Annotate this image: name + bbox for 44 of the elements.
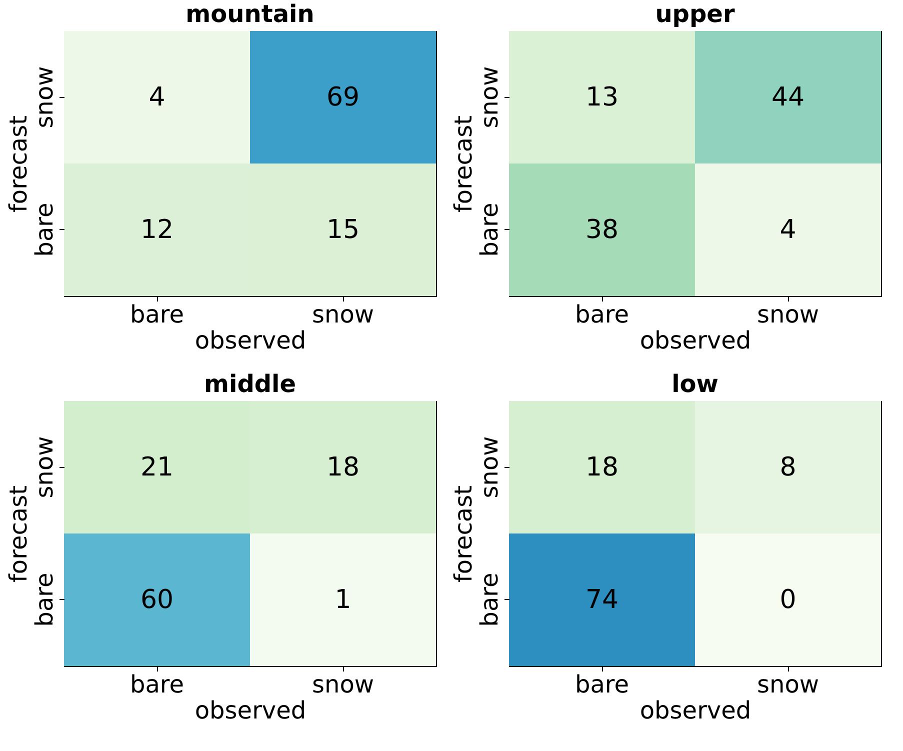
x-tick-label: bare: [574, 300, 630, 328]
y-tick-label: bare: [30, 572, 58, 627]
chart-title: low: [672, 370, 718, 398]
data-label: 18: [585, 452, 619, 482]
data-label: 1: [334, 584, 352, 615]
y-tick-label: snow: [476, 66, 504, 128]
x-tick-label: snow: [312, 670, 374, 698]
y-tick-label: bare: [30, 202, 58, 257]
y-axis-title: forecast: [4, 115, 32, 213]
y-tick-label: bare: [476, 202, 504, 257]
x-axis-title: observed: [194, 326, 306, 354]
y-tick-label: snow: [30, 436, 58, 498]
x-tick-label: bare: [130, 300, 184, 328]
data-label: 4: [780, 214, 796, 245]
y-tick-label: snow: [476, 436, 504, 498]
data-label: 12: [140, 214, 174, 245]
data-label: 8: [780, 452, 796, 482]
chart-title: middle: [204, 370, 296, 398]
y-tick-label: snow: [30, 66, 58, 128]
y-axis-title: forecast: [4, 485, 32, 583]
x-axis-title: observed: [640, 696, 752, 724]
x-tick-label: bare: [130, 670, 184, 698]
chart-title: upper: [655, 0, 735, 28]
data-label: 69: [326, 82, 360, 112]
data-label: 18: [326, 452, 360, 482]
data-label: 21: [140, 452, 174, 482]
y-axis-title: forecast: [450, 485, 478, 583]
y-tick-label: bare: [476, 572, 504, 627]
data-label: 13: [585, 82, 619, 112]
x-axis-title: observed: [194, 696, 306, 724]
data-label: 74: [585, 584, 619, 615]
x-tick-label: snow: [756, 670, 820, 698]
data-label: 15: [326, 214, 360, 245]
data-label: 38: [585, 214, 619, 245]
data-label: 4: [148, 82, 166, 112]
data-label: 0: [780, 584, 796, 615]
data-label: 60: [140, 584, 174, 615]
x-tick-label: bare: [574, 670, 630, 698]
chart-title: mountain: [186, 0, 314, 28]
data-label: 44: [771, 82, 805, 112]
x-tick-label: snow: [312, 300, 374, 328]
x-axis-title: observed: [640, 326, 752, 354]
y-axis-title: forecast: [450, 115, 478, 213]
x-tick-label: snow: [756, 300, 820, 328]
